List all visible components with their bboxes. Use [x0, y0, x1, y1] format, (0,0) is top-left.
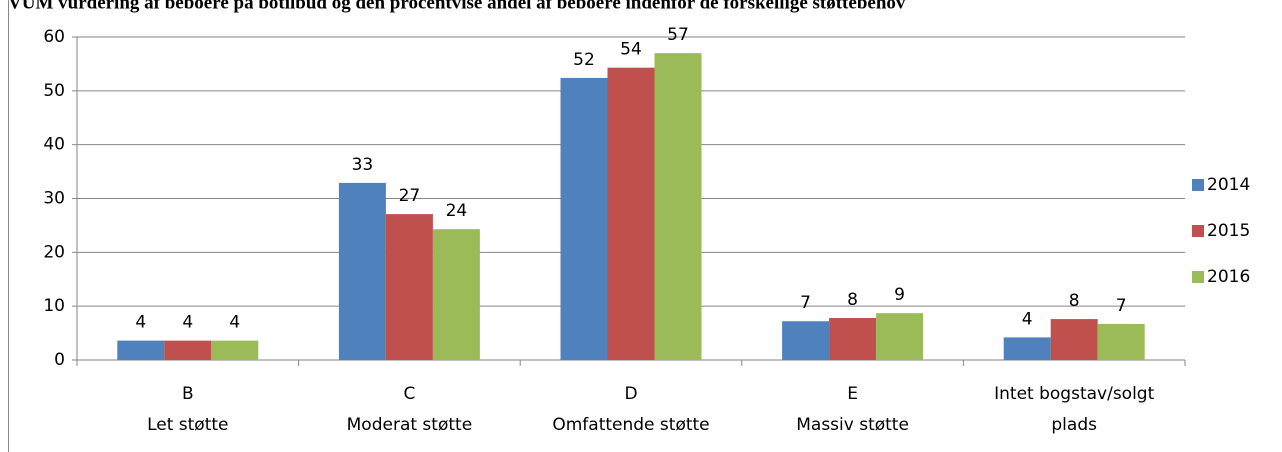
data-label: 4 — [135, 313, 146, 333]
bar — [338, 182, 386, 360]
y-tick-label: 50 — [43, 81, 65, 101]
y-tick-label: 0 — [54, 350, 65, 370]
data-label: 4 — [1022, 309, 1033, 329]
y-tick-label: 20 — [43, 242, 65, 262]
bar — [1003, 337, 1051, 360]
x-tick-label: plads — [1051, 415, 1097, 435]
x-tick-label: Let støtte — [147, 415, 228, 435]
data-label: 33 — [352, 155, 374, 175]
data-label: 27 — [399, 186, 421, 206]
legend-swatch — [1192, 271, 1204, 283]
bar — [829, 318, 877, 360]
x-tick-label: Intet bogstav/solgt — [994, 384, 1154, 404]
data-label: 7 — [800, 293, 811, 313]
x-tick-label: D — [624, 384, 637, 404]
y-tick-label: 40 — [43, 135, 65, 155]
y-tick-label: 60 — [43, 27, 65, 47]
y-tick-label: 30 — [43, 189, 65, 209]
data-label: 57 — [667, 25, 689, 45]
x-tick-label: E — [847, 384, 858, 404]
x-tick-label: Moderat støtte — [347, 415, 473, 435]
bar — [560, 77, 608, 360]
bar — [782, 321, 830, 360]
data-label: 54 — [620, 40, 642, 60]
x-tick-label: Massiv støtte — [796, 415, 909, 435]
legend-label: 2015 — [1207, 221, 1250, 241]
data-label: 24 — [446, 201, 468, 221]
x-tick-label: B — [182, 384, 194, 404]
x-tick-label: C — [403, 384, 415, 404]
data-label: 8 — [847, 290, 858, 310]
data-label: 4 — [229, 313, 240, 333]
legend-label: 2016 — [1207, 267, 1250, 287]
chart-title: VUM vurdering af beboere på botilbud og … — [8, 0, 906, 13]
bar — [876, 313, 924, 360]
bar — [1050, 319, 1098, 360]
y-tick-label: 10 — [43, 296, 65, 316]
data-label: 8 — [1069, 291, 1080, 311]
bar — [607, 67, 655, 360]
data-label: 7 — [1116, 296, 1127, 316]
data-label: 9 — [894, 285, 905, 305]
data-label: 4 — [182, 313, 193, 333]
x-tick-label: Omfattende støtte — [552, 415, 709, 435]
bar — [654, 53, 702, 361]
bar — [164, 340, 212, 360]
legend-swatch — [1192, 225, 1204, 237]
bar — [211, 340, 259, 360]
bar — [432, 229, 480, 360]
bar — [385, 214, 433, 360]
bar — [117, 340, 165, 360]
data-label: 52 — [573, 50, 595, 70]
legend-label: 2014 — [1207, 175, 1250, 195]
legend-swatch — [1192, 179, 1204, 191]
bar — [1097, 323, 1145, 360]
